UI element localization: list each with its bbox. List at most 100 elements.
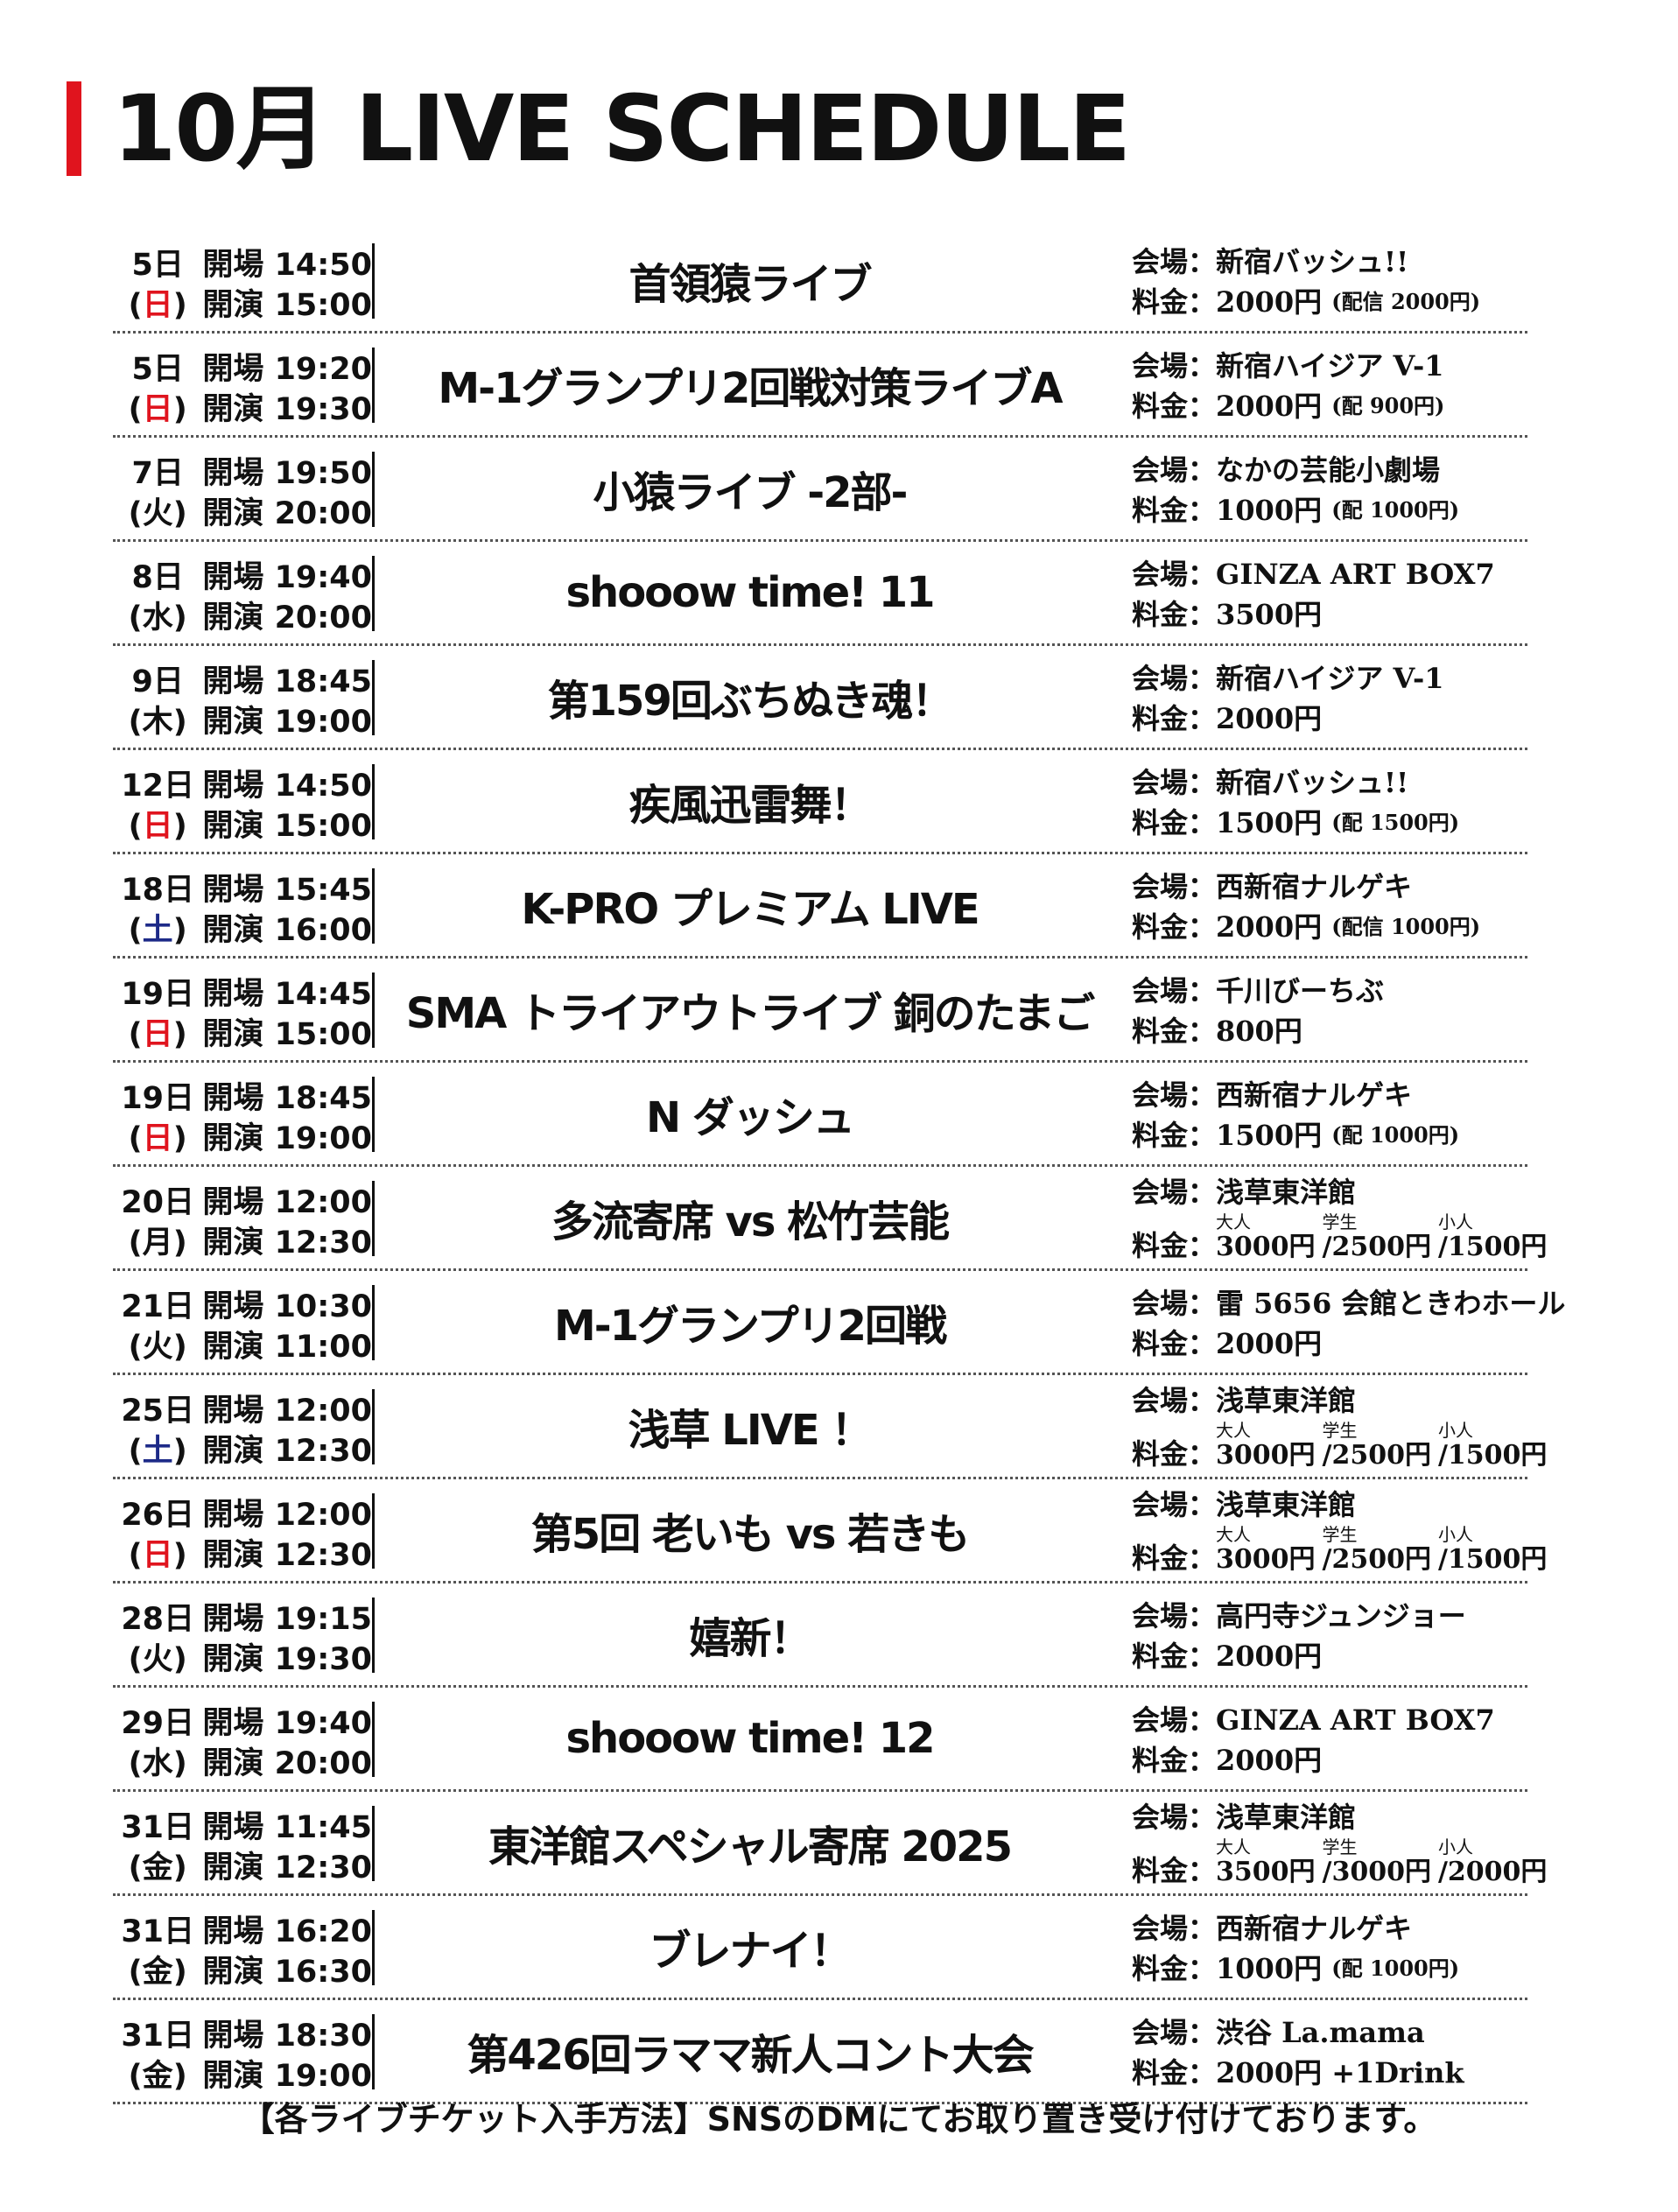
open-time: 19:20 [274,352,372,387]
day-of-week: 日 [142,288,173,323]
fee-label: 料金： [1132,2056,1217,2089]
open-time: 14:50 [274,248,372,283]
tier-price: 3000円 [1216,1544,1316,1575]
date-time: 19日 開場 14:45 (日) 開演 15:00 [113,974,372,1055]
fee-label: 料金： [1132,1952,1217,1985]
venue-label: 会場： [1132,349,1217,383]
divider [372,868,375,944]
day-of-week: 水 [142,600,173,636]
event-title: ブレナイ！ [649,1927,852,1976]
venue-label: 会場： [1132,870,1217,903]
fee-label: 料金： [1132,910,1217,944]
venue-label: 会場： [1132,1801,1217,1834]
venue-info: 会場：雷 5656 会館ときわホール 料金： 2000円 [1132,1283,1565,1364]
start-label: 開演 [202,600,264,636]
venue-info: 会場：千川びーちぶ 料金： 800円 [1132,971,1384,1051]
date-time: 31日 開場 18:30 (金) 開演 19:00 [113,2016,372,2096]
open-time: 14:50 [274,769,372,804]
start-label: 開演 [202,288,264,323]
date-time: 9日 開場 18:45 (木) 開演 19:00 [113,662,372,742]
event-title: M-1グランプリ2回戦対策ライブA [438,364,1063,413]
divider [372,2014,375,2089]
venue-name: 千川びーちぶ [1216,974,1385,1008]
schedule-row: 9日 開場 18:45 (木) 開演 19:00 第159回ぶちぬき魂！ 会場：新宿ハイジ… [113,646,1527,750]
day: 5日 [131,352,184,387]
schedule-row: 26日 開場 12:00 (日) 開演 12:30 第5回 老いも vs 若きも 会場：浅… [113,1479,1547,1584]
open-time: 11:45 [274,1810,372,1845]
fee-note: (配 1000円) [1331,1956,1460,1981]
open-label: 開場 [202,1394,264,1429]
day-of-week: 火 [142,1642,173,1677]
divider [372,348,375,423]
start-time: 12:30 [274,1538,372,1573]
venue-label: 会場： [1132,662,1217,695]
day-of-week: 水 [142,1746,173,1781]
schedule-row: 8日 開場 19:40 (水) 開演 20:00 shooow time! 11 会場：G… [113,542,1527,646]
day: 18日 [121,873,195,908]
fee-tier: 大人 3000円 [1216,1212,1316,1263]
open-time: 12:00 [274,1185,372,1220]
event-title: 小猿ライブ -2部- [593,468,909,517]
day: 31日 [121,2019,195,2054]
date-time: 28日 開場 19:15 (火) 開演 19:30 [113,1599,372,1680]
fee-value: 1000円 [1216,494,1323,527]
fee-value: 1500円 [1216,1119,1323,1152]
schedule-row: 7日 開場 19:50 (火) 開演 20:00 小猿ライブ -2部- 会場：なかの芸能小… [113,438,1527,542]
fee-tier: 大人 3500円 [1216,1837,1316,1888]
event-title: shooow time! 11 [565,568,935,617]
event-title: 東洋館スペシャル寄席 2025 [488,1822,1013,1871]
date-time: 20日 開場 12:00 (月) 開演 12:30 [113,1183,372,1263]
venue-info: 会場：GINZA ART BOX7 料金： 2000円 [1132,1700,1495,1780]
start-time: 15:00 [274,809,372,844]
fee-value: 2000円 [1216,390,1323,423]
tier-label: 小人 [1437,1836,1473,1857]
fee-tier: 学生/2500円 [1323,1421,1431,1471]
fee-label: 料金： [1132,1119,1217,1152]
venue-label: 会場： [1132,558,1217,591]
venue-name: 新宿バッシュ!! [1216,766,1409,799]
tier-price: /1500円 [1437,1232,1548,1262]
divider [372,1598,375,1673]
event-title: 第159回ぶちぬき魂！ [547,677,954,726]
fee-tier: 小人/1500円 [1438,1421,1547,1471]
schedule-row: 31日 開場 18:30 (金) 開演 19:00 第426回ラママ新人コント大会 会場：… [113,2000,1527,2104]
start-time: 15:00 [274,1017,372,1052]
date-time: 29日 開場 19:40 (水) 開演 20:00 [113,1703,372,1784]
day-of-week: 土 [142,1434,173,1469]
start-label: 開演 [202,2059,264,2094]
event-title: 嬉新！ [689,1614,811,1663]
open-label: 開場 [202,769,264,804]
divider [372,556,375,631]
divider [372,1910,375,1985]
venue-info: 会場：浅草東洋館 料金： 大人 3000円 学生/2500円 小人/1500円 [1132,1380,1547,1471]
event-title: SMA トライアウトライブ 銅のたまご [405,989,1095,1038]
tier-label: 大人 [1216,1836,1252,1857]
venue-label: 会場： [1132,2016,1217,2049]
start-label: 開演 [202,809,264,844]
schedule-row: 21日 開場 10:30 (火) 開演 11:00 M-1グランプリ2回戦 会場：雷 56… [113,1271,1565,1375]
start-time: 19:30 [274,392,372,427]
day: 5日 [131,248,184,283]
fee-value: 2000円 [1216,1744,1323,1777]
tier-label: 学生 [1322,1836,1358,1857]
day: 21日 [121,1289,195,1324]
open-time: 18:30 [274,2019,372,2054]
start-label: 開演 [202,1955,264,1990]
divider [372,764,375,839]
open-label: 開場 [202,1081,264,1116]
fee-label: 料金： [1132,1229,1217,1262]
page-title: 10月 LIVE SCHEDULE [113,75,1131,182]
date-time: 8日 開場 19:40 (水) 開演 20:00 [113,558,372,638]
schedule-row: 18日 開場 15:45 (土) 開演 16:00 K-PRO プレミアム LIVE 会場… [113,854,1527,959]
tier-label: 大人 [1216,1211,1252,1232]
tier-label: 学生 [1322,1420,1358,1441]
open-time: 19:15 [274,1602,372,1637]
date-time: 21日 開場 10:30 (火) 開演 11:00 [113,1287,372,1367]
divider [372,452,375,527]
schedule-row: 5日 開場 14:50 (日) 開演 15:00 首領猿ライブ 会場：新宿バッシュ!! 料金… [113,229,1527,334]
fee-tier: 小人/2000円 [1438,1837,1547,1888]
fee-value: 3500円 [1216,598,1323,631]
fee-label: 料金： [1132,1437,1217,1471]
day: 20日 [121,1185,195,1220]
start-label: 開演 [202,1538,264,1573]
